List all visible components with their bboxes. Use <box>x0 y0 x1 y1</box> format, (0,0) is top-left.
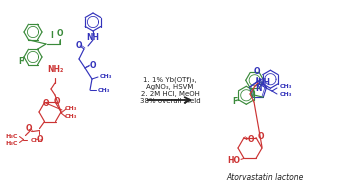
Text: O: O <box>25 124 32 133</box>
Text: CH₃: CH₃ <box>280 84 292 90</box>
Text: F: F <box>233 97 238 106</box>
Text: 38% overall yield: 38% overall yield <box>140 98 200 104</box>
Text: N: N <box>255 84 261 93</box>
Text: CH₃: CH₃ <box>65 106 77 112</box>
Text: CH₃: CH₃ <box>30 138 43 143</box>
Text: F: F <box>18 57 24 67</box>
Text: HO: HO <box>227 156 240 165</box>
Text: CH₃: CH₃ <box>98 88 111 92</box>
Text: O: O <box>53 97 60 106</box>
Text: CH₃: CH₃ <box>280 92 292 98</box>
Text: O: O <box>248 135 255 144</box>
Text: 1. 1% Yb(OTf)₃,: 1. 1% Yb(OTf)₃, <box>143 77 197 83</box>
Text: O: O <box>42 99 49 108</box>
Text: O: O <box>258 132 265 141</box>
Text: NH: NH <box>258 78 270 87</box>
Text: O: O <box>90 60 97 70</box>
Text: O: O <box>254 67 260 76</box>
Text: CH₃: CH₃ <box>100 74 113 78</box>
Text: H₃C: H₃C <box>5 141 18 146</box>
Text: NH: NH <box>87 33 99 42</box>
Text: O: O <box>76 42 82 50</box>
Text: O: O <box>57 29 63 38</box>
Text: H₃C: H₃C <box>5 134 18 139</box>
Text: Atorvastatin lactone: Atorvastatin lactone <box>226 174 304 183</box>
Text: AgNO₃, HSVM: AgNO₃, HSVM <box>146 84 194 90</box>
Text: NH₂: NH₂ <box>47 65 63 74</box>
Text: CH₃: CH₃ <box>65 115 77 119</box>
Text: I: I <box>50 31 53 40</box>
Text: 2. 2M HCl, MeOH: 2. 2M HCl, MeOH <box>141 91 199 97</box>
Text: O: O <box>36 135 43 143</box>
